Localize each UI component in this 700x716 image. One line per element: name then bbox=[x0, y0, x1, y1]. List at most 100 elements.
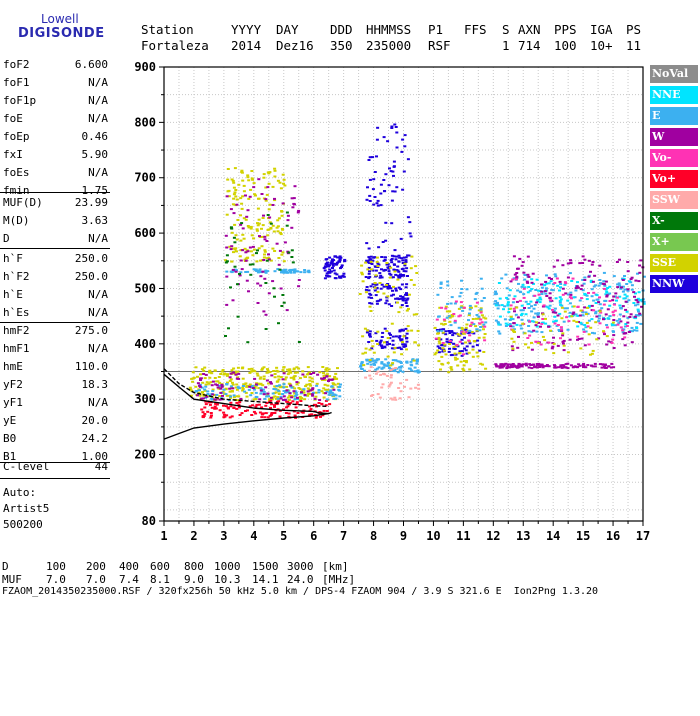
echo-point bbox=[226, 168, 230, 170]
echo-point bbox=[201, 397, 205, 400]
echo-point bbox=[460, 354, 464, 357]
echo-point bbox=[282, 366, 286, 369]
echo-point bbox=[226, 373, 230, 376]
echo-point bbox=[232, 371, 236, 374]
echo-point bbox=[561, 364, 565, 367]
echo-point bbox=[416, 371, 420, 374]
echo-point bbox=[613, 324, 617, 327]
echo-point bbox=[373, 286, 377, 289]
echo-point bbox=[267, 292, 271, 295]
echo-point bbox=[545, 295, 549, 297]
echo-point bbox=[572, 319, 576, 322]
echo-point bbox=[585, 321, 589, 324]
echo-point bbox=[255, 260, 259, 263]
echo-point bbox=[240, 207, 244, 210]
echo-point bbox=[547, 307, 551, 310]
echo-point bbox=[248, 383, 252, 386]
echo-point bbox=[262, 176, 266, 179]
echo-point bbox=[595, 315, 599, 318]
echo-point bbox=[603, 299, 607, 302]
echo-point bbox=[476, 339, 480, 342]
param-name: foEp bbox=[3, 130, 30, 143]
echo-point bbox=[260, 245, 264, 248]
echo-point bbox=[602, 271, 606, 274]
echo-point bbox=[450, 330, 454, 333]
echo-point bbox=[439, 368, 442, 371]
echo-point bbox=[268, 414, 272, 417]
echo-point bbox=[237, 372, 241, 375]
echo-point bbox=[408, 293, 411, 296]
echo-point bbox=[551, 289, 555, 292]
echo-point bbox=[328, 275, 332, 278]
echo-point bbox=[484, 317, 488, 320]
echo-point bbox=[483, 333, 487, 335]
echo-point bbox=[305, 373, 309, 376]
echo-point bbox=[393, 369, 396, 371]
echo-point bbox=[616, 283, 620, 286]
echo-point bbox=[189, 389, 193, 391]
echo-point bbox=[232, 181, 236, 184]
echo-point bbox=[233, 167, 237, 170]
header-year-label: YYYY bbox=[231, 22, 262, 37]
echo-point bbox=[458, 340, 462, 343]
echo-point bbox=[305, 383, 309, 386]
param-row: M(D) 3.63 bbox=[0, 214, 110, 230]
echo-point bbox=[437, 340, 441, 343]
echo-point bbox=[198, 389, 201, 392]
echo-point bbox=[249, 188, 253, 191]
echo-point bbox=[202, 414, 206, 417]
echo-point bbox=[504, 325, 508, 327]
echo-point bbox=[244, 218, 248, 221]
echo-point bbox=[595, 294, 599, 297]
echo-point bbox=[379, 192, 383, 195]
echo-point bbox=[240, 268, 244, 271]
param-value: N/A bbox=[88, 94, 108, 107]
echo-point bbox=[311, 394, 315, 397]
echo-point bbox=[282, 372, 286, 375]
echo-point bbox=[328, 375, 332, 378]
echo-point bbox=[234, 370, 238, 373]
echo-point bbox=[238, 274, 242, 277]
echo-point bbox=[401, 299, 405, 302]
echo-point bbox=[370, 268, 373, 271]
echo-point bbox=[379, 183, 383, 186]
echo-point bbox=[370, 263, 374, 265]
echo-point bbox=[556, 314, 560, 317]
param-value: 3.63 bbox=[81, 214, 109, 227]
echo-point bbox=[390, 199, 394, 202]
echo-point bbox=[328, 264, 331, 267]
echo-point bbox=[597, 301, 601, 304]
echo-point bbox=[400, 150, 404, 153]
echo-point bbox=[468, 308, 472, 311]
x-tick-label: 9 bbox=[400, 529, 407, 543]
echo-point bbox=[511, 349, 515, 352]
echo-point bbox=[621, 285, 625, 288]
echo-point bbox=[263, 250, 267, 253]
echo-point bbox=[278, 268, 282, 271]
echo-point bbox=[518, 290, 522, 293]
echo-point bbox=[611, 330, 615, 333]
legend-item-xminus: X- bbox=[650, 212, 698, 232]
echo-point bbox=[566, 362, 570, 365]
echo-point bbox=[210, 396, 214, 399]
echo-point bbox=[433, 326, 437, 329]
echo-point bbox=[496, 307, 500, 310]
echo-point bbox=[613, 303, 616, 306]
legend-item-w: W bbox=[650, 128, 698, 148]
echo-point bbox=[587, 259, 591, 262]
echo-point bbox=[549, 329, 552, 332]
echo-point bbox=[266, 186, 270, 189]
echo-point bbox=[464, 328, 468, 331]
echo-point bbox=[361, 280, 365, 283]
echo-point bbox=[234, 189, 238, 191]
echo-point bbox=[400, 283, 404, 286]
echo-point bbox=[618, 295, 622, 298]
echo-point bbox=[436, 345, 440, 348]
echo-point bbox=[262, 310, 266, 313]
echo-point bbox=[394, 289, 398, 292]
echo-point bbox=[400, 304, 404, 307]
echo-point bbox=[572, 311, 576, 314]
echo-point bbox=[460, 305, 464, 308]
echo-point bbox=[436, 330, 440, 333]
